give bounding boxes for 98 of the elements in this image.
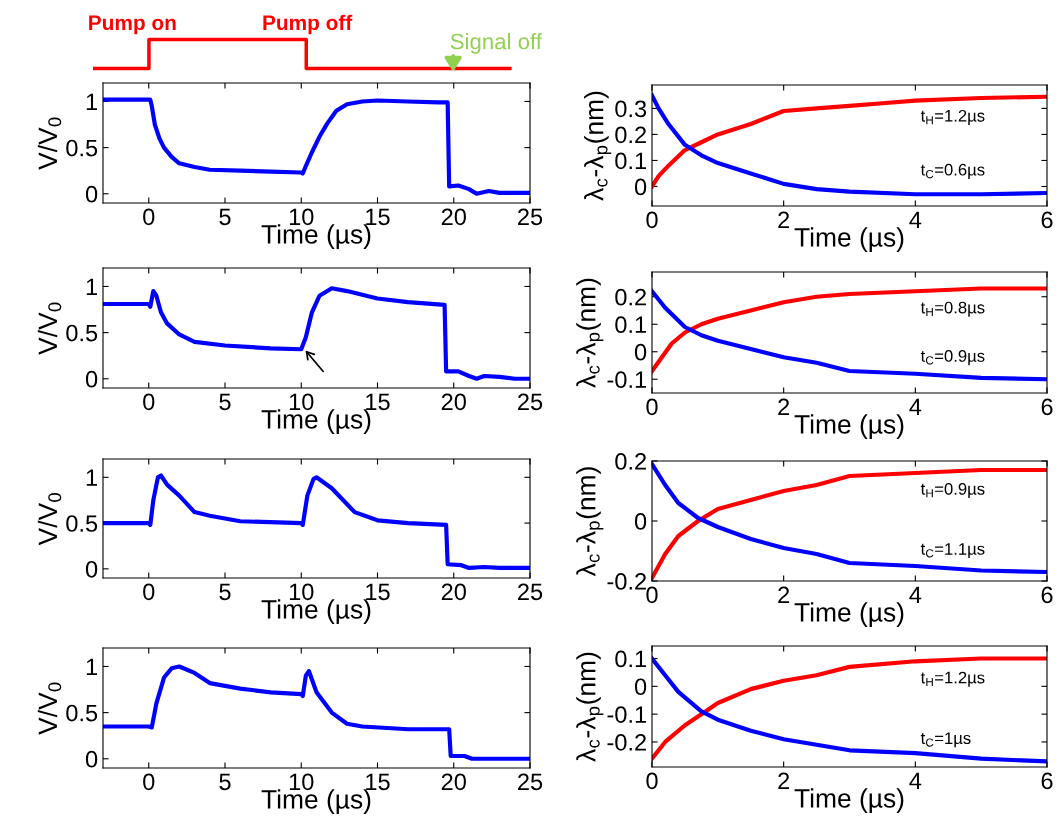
- y-tick-label: 0: [634, 343, 647, 361]
- y-tick-label: 0.1: [615, 152, 646, 170]
- text: Pump off: [263, 14, 353, 35]
- y-tick-label: 0.2: [615, 288, 646, 306]
- y-tick-label: 1: [86, 278, 97, 296]
- x-tick-label: 25: [518, 393, 543, 411]
- y-tick-label: 0.1: [615, 650, 646, 668]
- text: Signal off: [450, 33, 543, 54]
- y-tick-label: 0: [85, 370, 98, 388]
- y-tick-label: 0.5: [66, 515, 98, 532]
- series-label: t$_{H}$=0.8µs: [920, 301, 985, 317]
- x-tick-label: 0: [646, 586, 658, 604]
- series-label: t$_{H}$=0.9µs: [920, 483, 985, 499]
- x-tick-label: 4: [909, 211, 922, 228]
- x-tick-label: 5: [219, 583, 231, 601]
- x-tick-label: 4: [909, 772, 922, 789]
- x-tick-label: 15: [366, 208, 390, 226]
- y-tick-label: 0: [634, 513, 647, 530]
- y-tick-label: -0.1: [607, 371, 646, 389]
- x-tick-label: 2: [778, 211, 790, 228]
- x-tick-label: 10: [289, 583, 314, 601]
- x-tick-label: 0: [143, 583, 155, 601]
- x-tick-label: 2: [778, 772, 790, 789]
- x-tick-label: 5: [219, 393, 231, 411]
- line-series: [103, 97, 530, 196]
- x-tick-label: 6: [1041, 772, 1053, 790]
- x-axis-title: Time (µs): [794, 227, 904, 252]
- y-axis-title: V/V$_{0}$: [37, 117, 62, 170]
- x-tick-label: 4: [909, 398, 922, 415]
- y-tick-label: 0.3: [615, 100, 647, 118]
- x-axis-title: Time (µs): [261, 789, 371, 814]
- y-tick-label: 0.5: [66, 324, 98, 342]
- y-axis-title: λ$_{c}$-λ$_{p}$(nm): [576, 278, 604, 388]
- x-tick-label: 5: [219, 208, 231, 226]
- x-tick-label: 0: [646, 211, 658, 229]
- y-tick-label: 0.2: [615, 453, 646, 470]
- y-tick-label: -0.2: [607, 573, 646, 590]
- x-axis-title: Time (µs): [261, 409, 371, 434]
- y-tick-label: 1: [86, 93, 97, 111]
- series-label: t$_{H}$=1.2µs: [920, 671, 985, 687]
- x-tick-label: 20: [441, 773, 466, 791]
- x-tick-label: 0: [646, 772, 658, 790]
- x-tick-label: 10: [289, 773, 314, 791]
- x-tick-label: 15: [366, 773, 390, 791]
- y-axis-title: λ$_{c}$-λ$_{p}$(nm): [576, 652, 604, 762]
- y-tick-label: 0.1: [615, 316, 646, 334]
- x-tick-label: 25: [518, 583, 543, 601]
- x-tick-label: 10: [289, 393, 314, 411]
- x-tick-label: 6: [1041, 586, 1053, 604]
- x-axis-title: Time (µs): [794, 602, 904, 627]
- x-tick-label: 15: [366, 393, 390, 411]
- y-axis-title: λ$_{c}$-λ$_{p}$(nm): [576, 467, 604, 577]
- y-axis-title: λ$_{c}$-λ$_{p}$(nm): [584, 91, 612, 201]
- series-label: t$_{H}$=1.2µs: [920, 109, 985, 125]
- x-axis-title: Time (µs): [794, 414, 904, 439]
- x-tick-label: 0: [646, 398, 658, 416]
- y-tick-label: -0.1: [607, 706, 646, 723]
- y-tick-label: 0: [634, 678, 647, 696]
- y-axis-title: V/V$_{0}$: [37, 682, 62, 735]
- series-label: t$_{C}$=0.6µs: [920, 163, 985, 179]
- y-tick-label: 1: [86, 469, 97, 486]
- line-series: [103, 286, 530, 381]
- x-tick-label: 25: [518, 773, 543, 791]
- x-tick-label: 0: [143, 773, 155, 791]
- line-series: [103, 473, 530, 571]
- series-label: t$_{C}$=1.1µs: [920, 543, 985, 559]
- series-label: t$_{C}$=1µs: [920, 732, 971, 748]
- x-axis-title: Time (µs): [261, 599, 371, 624]
- x-tick-label: 0: [143, 208, 155, 226]
- x-tick-label: 15: [366, 583, 390, 601]
- y-tick-label: 0: [85, 560, 98, 578]
- x-tick-label: 10: [289, 208, 314, 226]
- x-tick-label: 5: [219, 773, 231, 791]
- series-label: t$_{C}$=0.9µs: [920, 350, 985, 366]
- y-tick-label: 0.2: [615, 126, 646, 144]
- y-axis-title: V/V$_{0}$: [37, 493, 62, 546]
- line-series: [103, 664, 530, 761]
- x-tick-label: 2: [778, 398, 790, 415]
- x-tick-label: 0: [143, 393, 155, 411]
- x-axis-title: Time (µs): [794, 788, 904, 813]
- y-tick-label: 0: [85, 750, 98, 768]
- x-tick-label: 4: [909, 586, 922, 603]
- y-axis-title: V/V$_{0}$: [37, 302, 62, 355]
- y-tick-label: 1: [86, 658, 97, 676]
- text: Pump on: [89, 15, 176, 35]
- y-tick-label: 0.5: [66, 704, 98, 722]
- y-tick-label: 0: [85, 185, 98, 203]
- y-tick-label: 0: [634, 178, 647, 196]
- x-tick-label: 25: [518, 208, 543, 226]
- x-axis-title: Time (µs): [261, 224, 371, 249]
- x-tick-label: 6: [1041, 398, 1053, 416]
- x-tick-label: 6: [1041, 211, 1053, 229]
- y-tick-label: 0.5: [66, 139, 98, 157]
- y-tick-label: -0.2: [607, 734, 646, 751]
- x-tick-label: 20: [441, 208, 466, 226]
- x-tick-label: 2: [778, 586, 790, 603]
- x-tick-label: 20: [441, 583, 466, 601]
- x-tick-label: 20: [441, 393, 466, 411]
